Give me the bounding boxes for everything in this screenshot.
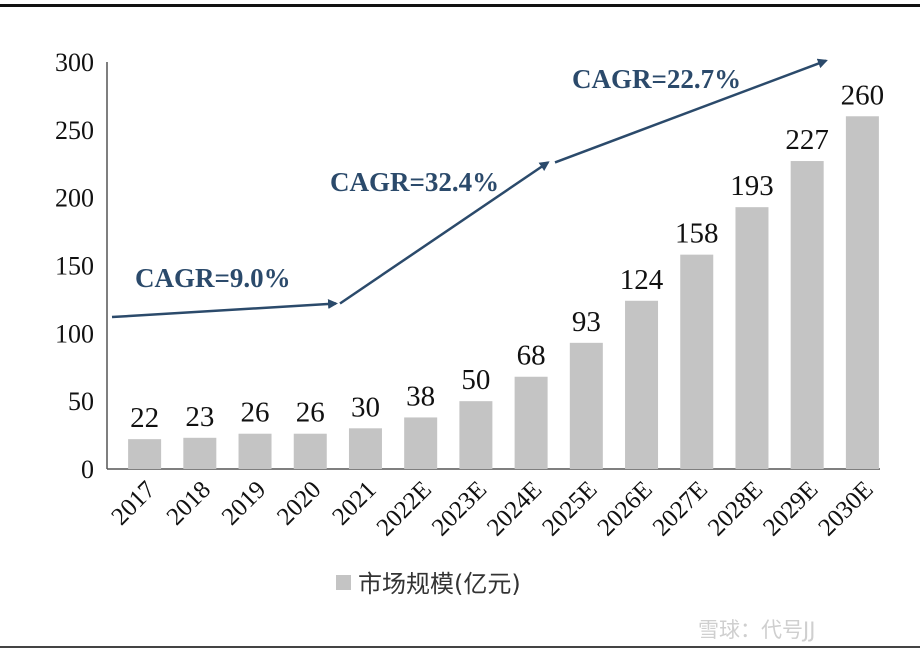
x-tick-label: 2023E — [427, 476, 492, 541]
y-tick-label: 100 — [55, 319, 94, 348]
data-label: 193 — [730, 170, 774, 202]
data-label: 227 — [785, 124, 829, 156]
x-tick-label: 2022E — [372, 476, 437, 541]
cagr-arrow — [339, 161, 550, 305]
y-tick-label: 0 — [81, 455, 94, 484]
watermark: 雪球：代号JJ — [698, 618, 816, 642]
frame-bottom-border — [0, 646, 920, 648]
bar — [680, 254, 714, 469]
x-tick-label: 2028E — [703, 476, 768, 541]
bar — [459, 401, 493, 469]
x-tick-label: 2029E — [758, 476, 823, 541]
data-label: 124 — [620, 264, 664, 296]
x-tick-label: 2019 — [217, 476, 271, 530]
y-tick-label: 300 — [55, 48, 94, 77]
y-tick-label: 250 — [55, 116, 94, 145]
bar — [514, 376, 548, 469]
x-tick-label: 2027E — [648, 476, 713, 541]
bar — [735, 207, 769, 469]
cagr-arrow — [111, 298, 338, 319]
data-label: 23 — [185, 401, 214, 433]
y-tick-label: 150 — [55, 252, 94, 281]
bar — [625, 300, 659, 469]
data-label: 30 — [351, 391, 380, 423]
bar-chart: 0 50 100 150 200 250 300 22 23 26 26 30 38 50 68 93 124… — [55, 48, 884, 598]
y-tick-labels: 0 50 100 150 200 250 300 — [55, 48, 94, 484]
data-label: 38 — [406, 380, 435, 412]
x-tick-label: 2026E — [593, 476, 658, 541]
data-label: 68 — [517, 340, 546, 372]
cagr-arrows: CAGR=9.0% CAGR=32.4% CAGR=22.7% — [111, 58, 828, 319]
legend-swatch — [336, 575, 351, 590]
x-tick-label: 2018 — [162, 476, 216, 530]
x-tick-label: 2025E — [537, 476, 602, 541]
bar — [404, 417, 438, 469]
data-label: 158 — [675, 218, 719, 250]
data-label: 50 — [461, 364, 490, 396]
bars — [128, 116, 879, 470]
cagr-label: CAGR=9.0% — [135, 263, 291, 293]
bar — [845, 116, 879, 470]
data-label: 93 — [572, 306, 601, 338]
bar — [293, 433, 327, 469]
cagr-label: CAGR=22.7% — [572, 64, 741, 94]
x-tick-label: 2020 — [272, 476, 326, 530]
bar — [569, 342, 603, 469]
bar — [238, 433, 272, 469]
bar — [183, 437, 217, 469]
bar — [348, 428, 382, 469]
cagr-label: CAGR=32.4% — [330, 167, 499, 197]
x-tick-labels: 2017 2018 2019 2020 20212022E2023E2024E2025E… — [106, 476, 878, 541]
y-tick-label: 200 — [55, 184, 94, 213]
data-label: 260 — [841, 79, 885, 111]
data-label: 26 — [241, 397, 270, 429]
legend: 市场规模(亿元) — [336, 570, 521, 598]
frame-top-border — [0, 4, 920, 7]
data-label: 26 — [296, 397, 325, 429]
bar — [128, 439, 162, 469]
y-tick-label: 50 — [68, 387, 94, 416]
bar — [790, 161, 824, 469]
x-tick-label: 2024E — [482, 476, 547, 541]
x-tick-label: 2030E — [813, 476, 878, 541]
cagr-arrow — [554, 58, 828, 164]
data-labels: 22 23 26 26 30 38 50 68 93 124 158 193 227 260 — [130, 79, 884, 434]
legend-label: 市场规模(亿元) — [358, 570, 521, 598]
x-tick-label: 2017 — [106, 476, 160, 530]
data-label: 22 — [130, 402, 159, 434]
